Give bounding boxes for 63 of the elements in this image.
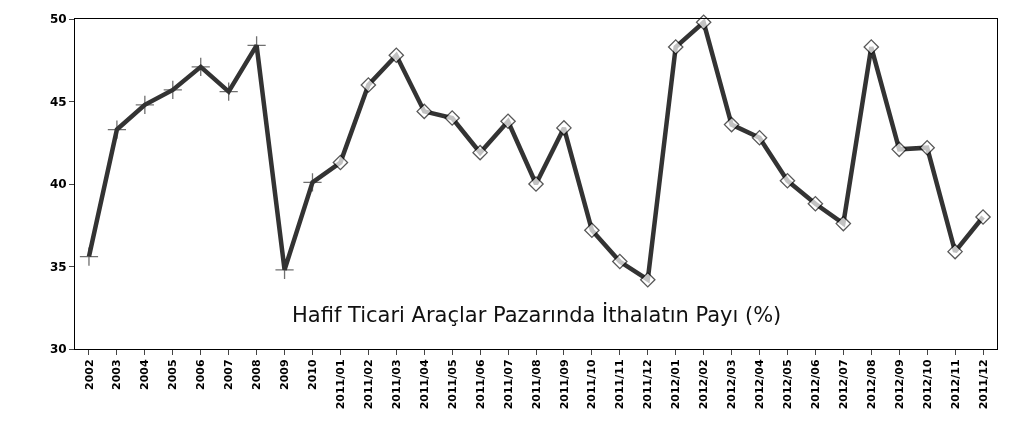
point: [556, 120, 572, 136]
point: [835, 215, 852, 232]
x-tick-label: 2011/03: [389, 359, 403, 410]
x-tick-label: 2009: [278, 359, 292, 391]
point: [500, 113, 516, 130]
x-tick-label: 2004: [138, 359, 152, 391]
x-tick-label: 2003: [110, 359, 124, 391]
x-tick-label: 2012/08: [864, 359, 878, 410]
x-tick-label: 2011/07: [501, 359, 515, 410]
x-tick-label: 2012/02: [697, 359, 711, 410]
point: [779, 172, 796, 189]
x-tick-label: 2008: [250, 359, 264, 391]
x-tick-label: 2011/01: [334, 359, 347, 410]
point: [388, 47, 405, 64]
point: [919, 139, 935, 156]
x-tick-label: 2011/09: [557, 359, 571, 410]
y-tick-label: 30: [49, 342, 67, 357]
x-tick-label: 2012/01: [669, 359, 683, 410]
x-tick-label: 2006: [194, 359, 208, 391]
y-tick-label: 35: [49, 259, 67, 274]
x-tick-label: 2011/11: [613, 359, 627, 410]
point: [807, 196, 824, 212]
y-tick-label: 40: [49, 177, 67, 192]
x-tick-label: 2011/05: [445, 359, 459, 410]
y-tick-label: 50: [49, 12, 67, 27]
point: [612, 253, 628, 270]
x-tick-label: 2011/02: [361, 359, 375, 410]
point: [863, 39, 880, 55]
point: [584, 222, 600, 238]
point: [891, 141, 908, 158]
point: [751, 130, 768, 146]
x-tick-label: 2010: [306, 359, 320, 391]
x-tick-label: 2005: [166, 359, 180, 391]
x-tick-label: 2011/06: [473, 359, 487, 410]
x-tick-label: 2011/04: [417, 359, 431, 410]
x-tick-label: 2002: [82, 359, 96, 391]
y-tick-label: 45: [49, 94, 67, 109]
point: [639, 271, 656, 288]
x-tick-label: 2012/05: [781, 359, 795, 410]
point: [695, 14, 712, 31]
point: [947, 243, 963, 260]
point: [472, 144, 488, 161]
point: [444, 110, 460, 126]
x-tick-label: 2007: [222, 359, 236, 391]
x-tick-label: 2012/10: [920, 359, 934, 410]
point: [416, 103, 433, 120]
point: [528, 176, 544, 192]
x-tick-label: 2012/11: [948, 359, 962, 410]
x-tick-label: 2011/12: [976, 359, 990, 410]
point: [360, 77, 377, 93]
point: [667, 39, 684, 55]
x-tick-label: 2012/04: [753, 359, 767, 410]
point: [332, 154, 349, 171]
x-tick-label: 2012/07: [836, 359, 850, 410]
x-tick-label: 2012/06: [808, 359, 822, 410]
text: Hafif Ticari Araçlar Pazarında İthalatın Payı (%): [292, 302, 782, 327]
x-tick-label: 2011/08: [529, 359, 543, 410]
point: [723, 116, 740, 133]
x-tick-label: 2012/03: [725, 359, 739, 410]
x-tick-label: 2011/10: [585, 359, 599, 410]
x-tick-label: 2011/12: [641, 359, 655, 410]
x-tick-label: 2012/09: [892, 359, 906, 410]
point: [975, 209, 991, 225]
